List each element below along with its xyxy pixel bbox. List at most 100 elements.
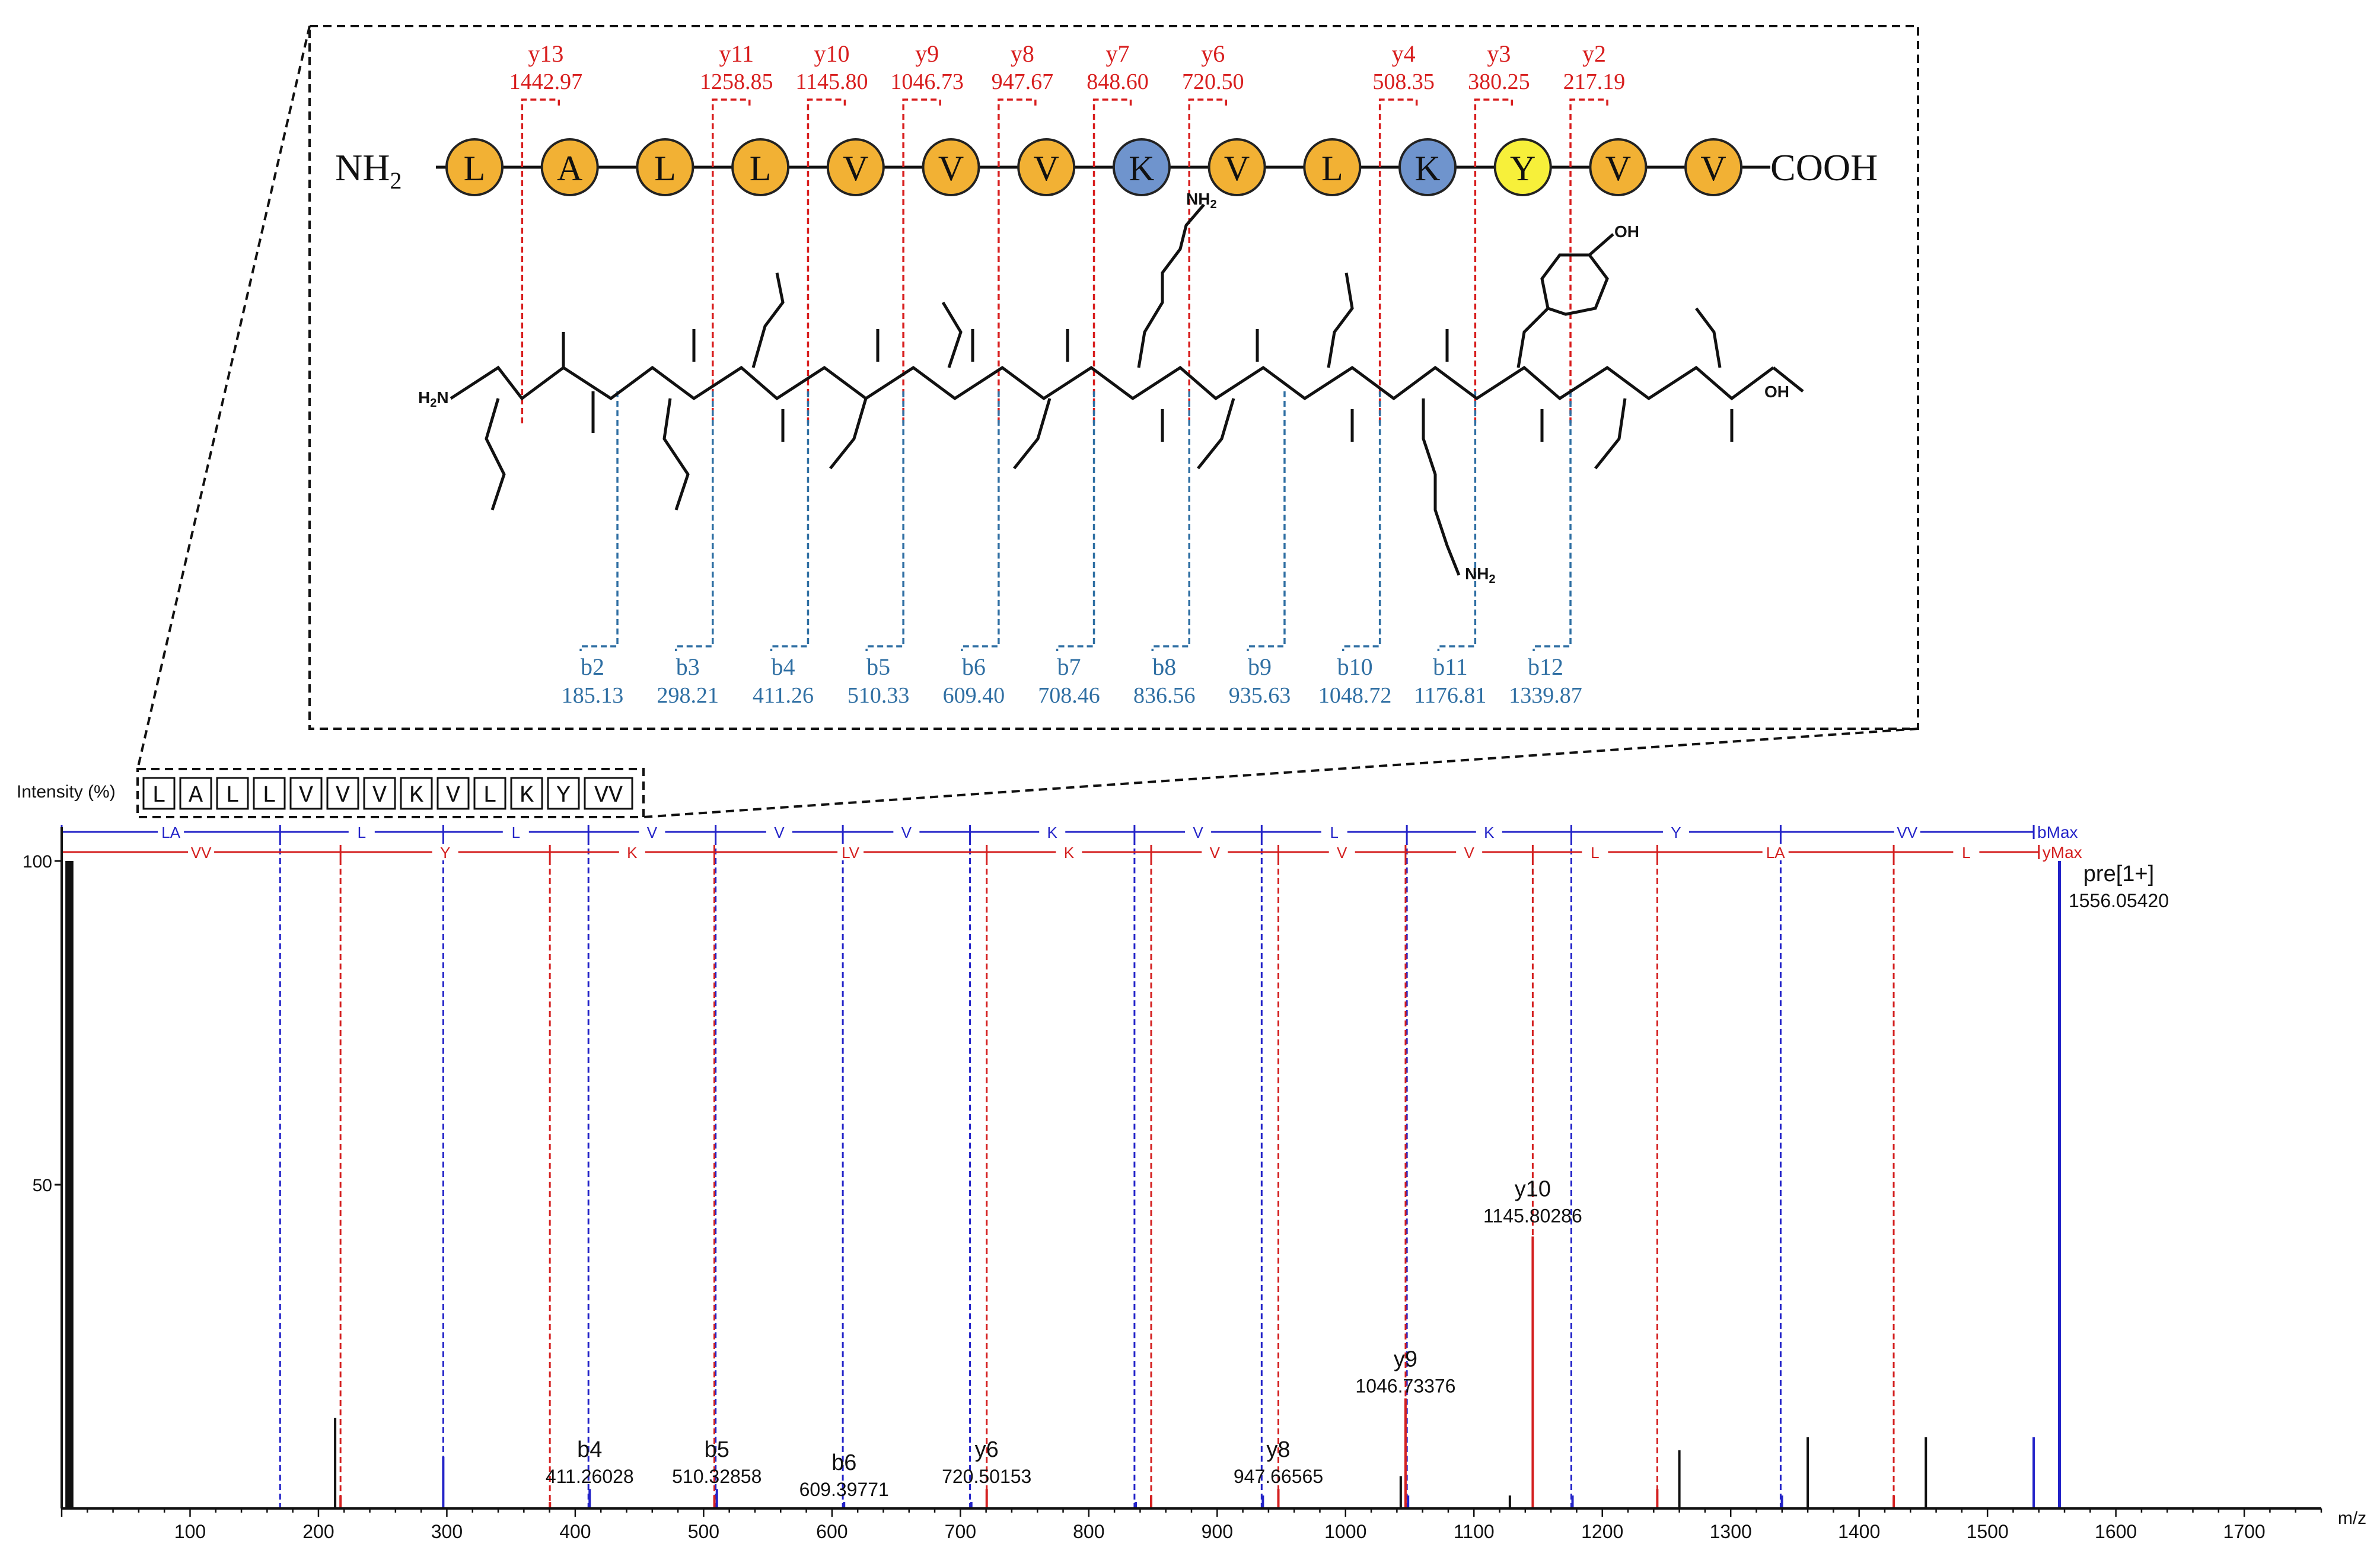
peak-annotations: b4 411.26028 b5 510.32858 b6 609.39771 y6 720.5… <box>546 862 2169 1500</box>
b-ladder-label-2: L <box>512 824 520 841</box>
chemical-structure <box>450 203 1804 576</box>
y-ladder-label-bg-0 <box>188 844 215 860</box>
zoom-line-right <box>643 728 1919 818</box>
residue-bead-1 <box>445 138 504 196</box>
residue-letter-4: L <box>750 149 772 188</box>
residue-bead-3 <box>636 138 694 196</box>
y-ion-label-y8: y8 <box>1011 40 1034 67</box>
b-ladder-label-11: VV <box>1897 824 1917 841</box>
y-ion-mz-y3: 380.25 <box>1468 69 1530 94</box>
sequence-box-cell-2 <box>179 777 212 810</box>
annotation-ion-y10: y10 <box>1515 1176 1551 1201</box>
sequence-box-cell-13 <box>584 777 633 810</box>
zoom-line-left <box>136 25 311 770</box>
b-ion-label-b8: b8 <box>1152 653 1176 680</box>
residue-bead-4 <box>731 138 790 196</box>
c-terminus-label: COOH <box>1770 146 1878 189</box>
side-chain-val-13 <box>1594 398 1627 470</box>
lysine-nh2-top: NH2 <box>1186 190 1217 211</box>
structure-backbone <box>450 365 1774 401</box>
b-ladder-label-10: Y <box>1671 824 1681 841</box>
b-ladder-label-3: V <box>647 824 658 841</box>
side-chain-val-14 <box>1695 307 1722 368</box>
spectrum-peaks <box>65 861 2061 1508</box>
b-ladder-max-label: bMax <box>2037 823 2078 841</box>
b-ion-line-b4 <box>770 391 810 651</box>
y-tick-label-100: 100 <box>23 852 52 872</box>
sequence-box-cell-8 <box>400 777 433 810</box>
side-chain-val-9 <box>1197 398 1235 470</box>
y-ion-mz-y7: 848.60 <box>1087 69 1149 94</box>
residue-bead-2 <box>540 138 599 196</box>
b-ion-line-b7 <box>1056 391 1095 651</box>
sequence-box-letter-4: L <box>262 783 276 809</box>
amine-nh2-label: H2N <box>418 388 449 410</box>
x-tick-label-300: 300 <box>431 1521 463 1542</box>
x-tick-label-200: 200 <box>302 1521 334 1542</box>
b-ion-label-b6: b6 <box>962 653 986 680</box>
structure-atom-labels: H2N NH2 NH2 OH OH <box>418 190 1789 586</box>
carboxyl-bond <box>1772 366 1804 393</box>
y-ion-line-y8 <box>998 98 1037 427</box>
x-tick-label-100: 100 <box>174 1521 206 1542</box>
side-chain-leu-1 <box>485 398 506 511</box>
carboxyl-oh-label: OH <box>1764 382 1789 401</box>
residue-bead-6 <box>922 138 980 196</box>
sequence-box-letter-1: L <box>152 783 166 809</box>
sequence-box-letter-3: L <box>225 783 240 809</box>
residue-letter-9: V <box>1224 149 1250 188</box>
y-ladder-max-label: yMax <box>2043 843 2082 862</box>
sequence-box-cell-6 <box>326 777 359 810</box>
y-ladder-label-bg-10 <box>1953 844 1980 860</box>
sequence-box-letter-12: Y <box>556 783 571 809</box>
y-ladder-label-bg-6 <box>1328 844 1355 860</box>
sequence-box-cell-9 <box>437 777 470 810</box>
x-tick-label-900: 900 <box>1202 1521 1233 1542</box>
y-ion-mz-y13: 1442.97 <box>509 69 583 94</box>
residue-letter-11: K <box>1414 149 1440 188</box>
y-ion-mz-y10: 1145.80 <box>795 69 868 94</box>
y-axis-label: Intensity (%) <box>17 782 116 802</box>
b-ladder-label-bg-5 <box>893 824 920 840</box>
side-chain-val-7 <box>1013 398 1052 470</box>
annotation-ion-pre[1+]: pre[1+] <box>2083 862 2154 886</box>
y-ladder-label-5: V <box>1210 844 1221 862</box>
annotation-mz-y6: 720.50153 <box>942 1466 1031 1487</box>
sequence-box-cell-1 <box>142 777 176 810</box>
b-ion-label-b2: b2 <box>581 653 604 680</box>
residue-bead-7 <box>1017 138 1076 196</box>
lysine-nh2-bottom: NH2 <box>1465 564 1496 586</box>
side-chain-val-6 <box>941 301 963 368</box>
residue-letter-7: V <box>1034 149 1059 188</box>
x-tick-label-700: 700 <box>945 1521 976 1542</box>
y-ladder-label-9: LA <box>1766 844 1785 862</box>
peptide-chain: NH2 COOH L A L L V V V K V L K Y V V <box>335 138 1878 196</box>
residue-letter-1: L <box>464 149 486 188</box>
y-ladder-label-bg-4 <box>1056 844 1082 860</box>
y-ion-line-y7 <box>1092 98 1132 427</box>
b-ladder-label-bg-4 <box>766 824 792 840</box>
sequence-box-letter-13: VV <box>594 783 623 809</box>
sequence-box-cell-10 <box>473 777 506 810</box>
annotation-ion-b4: b4 <box>577 1437 602 1462</box>
b-ion-label-b5: b5 <box>866 653 890 680</box>
b-ladder-label-bg-7 <box>1185 824 1212 840</box>
sequence-box-letter-11: K <box>520 783 534 809</box>
residue-letter-5: V <box>843 149 868 188</box>
y-ladder-label-bg-5 <box>1202 844 1228 860</box>
x-tick-label-1000: 1000 <box>1324 1521 1366 1542</box>
b-ion-mz-b6: 609.40 <box>943 683 1005 708</box>
y-tick-label-50: 50 <box>33 1176 52 1195</box>
residue-bead-14 <box>1684 138 1743 196</box>
b-ion-label-b9: b9 <box>1248 653 1272 680</box>
b-ladder-label-bg-3 <box>639 824 665 840</box>
b-ion-line-b10 <box>1342 391 1381 651</box>
y-ion-mz-y11: 1258.85 <box>700 69 773 94</box>
y-ion-mz-y9: 1046.73 <box>890 69 964 94</box>
y-ion-line-y11 <box>712 98 751 427</box>
y-ladder-label-bg-9 <box>1762 844 1789 860</box>
annotation-mz-y9: 1046.73376 <box>1355 1375 1455 1396</box>
y-ladder-label-bg-1 <box>432 844 458 860</box>
y-ion-mz-y8: 947.67 <box>992 69 1054 94</box>
